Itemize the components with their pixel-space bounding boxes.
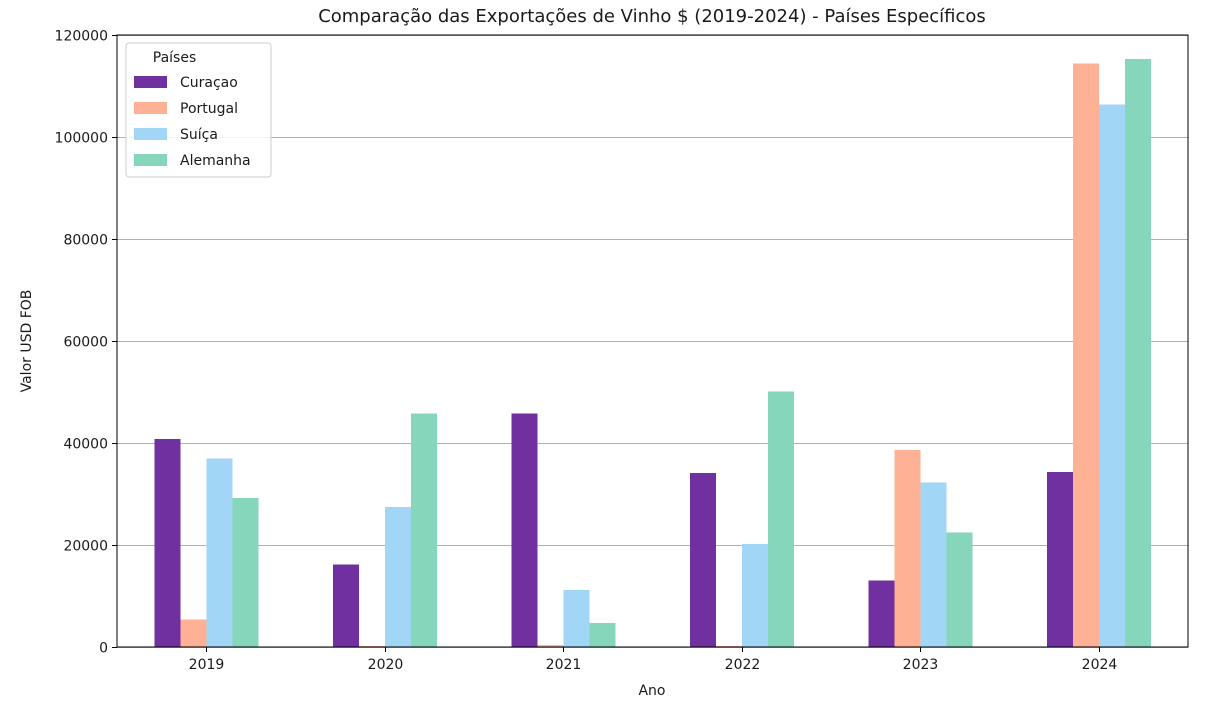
y-tick-label: 40000 (63, 437, 108, 453)
bar-alemanha-2024 (1124, 58, 1151, 648)
bar-alemanha-2019 (232, 498, 259, 647)
bar-alemanha-2020 (410, 413, 437, 647)
legend-label: Suíça (180, 127, 218, 143)
legend-title: Países (153, 50, 196, 66)
bar-cura-ao-2021 (511, 413, 538, 647)
x-tick-label: 2023 (903, 657, 939, 673)
legend-label: Portugal (180, 101, 238, 117)
bar-cura-ao-2019 (154, 438, 181, 647)
bar-cura-ao-2022 (689, 473, 716, 647)
legend: Países Curaçao Portugal Suíça Alemanha (125, 42, 272, 178)
bar-su-a-2024 (1098, 104, 1125, 648)
y-tick-label: 60000 (63, 335, 108, 351)
x-tick-label: 2022 (725, 657, 761, 673)
bar-su-a-2021 (563, 589, 590, 647)
bar-portugal-2019 (180, 619, 207, 647)
grid-lines (117, 35, 1188, 648)
x-tick-label: 2019 (189, 657, 225, 673)
y-tick-label: 0 (99, 641, 108, 657)
y-axis-label: Valor USD FOB (19, 290, 35, 393)
x-axis-ticks: 2019 2020 2021 2022 2023 2024 (189, 647, 1118, 673)
bar-portugal-2021 (537, 644, 564, 647)
legend-label: Alemanha (180, 153, 251, 169)
bar-su-a-2023 (920, 482, 947, 647)
x-axis-label: Ano (638, 683, 665, 699)
bar-portugal-2024 (1072, 63, 1099, 648)
bar-portugal-2022 (715, 645, 742, 647)
bar-cura-ao-2023 (868, 580, 895, 647)
x-tick-label: 2020 (368, 657, 404, 673)
chart-title: Comparação das Exportações de Vinho $ (2… (318, 6, 986, 27)
y-tick-label: 120000 (55, 29, 108, 45)
y-tick-label: 20000 (63, 539, 108, 555)
bar-alemanha-2022 (767, 391, 794, 647)
bars-group (154, 58, 1151, 648)
legend-label: Curaçao (180, 75, 238, 91)
y-axis-ticks: 0 20000 40000 60000 80000 100000 120000 (55, 29, 117, 657)
legend-swatch (134, 76, 167, 88)
bar-alemanha-2023 (946, 532, 973, 647)
y-tick-label: 80000 (63, 233, 108, 249)
bar-portugal-2023 (894, 450, 921, 647)
bar-su-a-2022 (741, 543, 768, 647)
bar-su-a-2020 (384, 506, 411, 647)
legend-swatch (134, 128, 167, 140)
bar-su-a-2019 (206, 458, 233, 647)
bar-cura-ao-2020 (332, 564, 359, 647)
bar-cura-ao-2024 (1046, 472, 1073, 647)
bar-alemanha-2021 (589, 623, 616, 647)
y-tick-label: 100000 (55, 131, 108, 147)
x-tick-label: 2024 (1082, 657, 1118, 673)
bar-portugal-2020 (358, 645, 385, 647)
legend-swatch (134, 154, 167, 166)
x-tick-label: 2021 (546, 657, 582, 673)
legend-swatch (134, 102, 167, 114)
